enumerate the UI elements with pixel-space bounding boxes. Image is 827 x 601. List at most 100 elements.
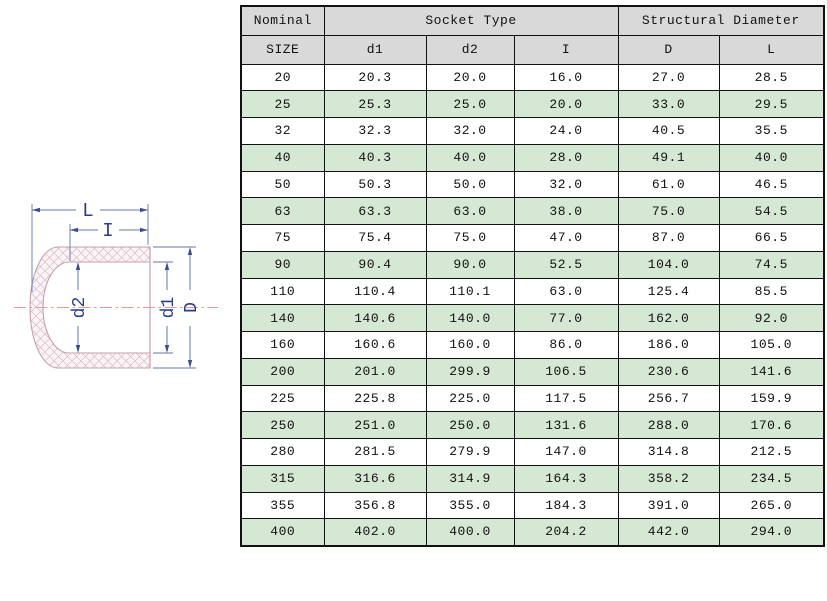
cell-big-d: 125.4 <box>617 277 720 306</box>
table-row: 250 251.0 250.0 131.6 288.0 170.6 <box>240 411 825 439</box>
cell-d1: 110.4 <box>323 277 427 306</box>
cell-big-l: 40.0 <box>718 143 825 172</box>
header-size: SIZE <box>240 34 325 65</box>
header-i: I <box>513 34 619 65</box>
cell-big-d: 40.5 <box>617 117 720 145</box>
cell-big-d: 442.0 <box>617 518 720 546</box>
cell-i: 204.2 <box>513 518 619 546</box>
cell-big-d: 162.0 <box>617 304 720 332</box>
cell-d2: 225.0 <box>425 384 515 413</box>
table-row: 355 356.8 355.0 184.3 391.0 265.0 <box>240 491 825 520</box>
cell-i: 77.0 <box>513 304 619 332</box>
header-socket-type: Socket Type <box>323 5 619 36</box>
table-row: 25 25.3 25.0 20.0 33.0 29.5 <box>240 90 825 118</box>
cell-d2: 314.9 <box>425 464 515 493</box>
dimensions-table: Nominal Socket Type Structural Diameter … <box>240 5 826 547</box>
cell-big-l: 74.5 <box>718 250 825 279</box>
dim-d2-arrow-top <box>75 262 81 270</box>
cap-cross-section-diagram: L I d2 d1 D <box>14 200 218 369</box>
cell-d1: 160.6 <box>323 331 427 359</box>
cell-i: 16.0 <box>513 63 619 92</box>
dim-d2-arrow-bottom <box>75 345 81 353</box>
cell-big-l: 294.0 <box>718 518 825 546</box>
dim-L-arrow-left <box>32 207 40 213</box>
table-row: 400 402.0 400.0 204.2 442.0 294.0 <box>240 518 825 546</box>
table-row: 20 20.3 20.0 16.0 27.0 28.5 <box>240 63 825 92</box>
cell-big-l: 28.5 <box>718 63 825 92</box>
cell-big-l: 265.0 <box>718 491 825 520</box>
cell-d2: 355.0 <box>425 491 515 520</box>
dim-label-I: I <box>102 220 113 242</box>
table-row: 140 140.6 140.0 77.0 162.0 92.0 <box>240 304 825 332</box>
cell-size: 140 <box>240 304 325 332</box>
cell-d2: 50.0 <box>425 170 515 199</box>
cell-i: 147.0 <box>513 438 619 466</box>
cell-i: 28.0 <box>513 143 619 172</box>
header-nominal: Nominal <box>240 5 325 36</box>
dim-label-d2: d2 <box>70 297 90 319</box>
cell-d2: 75.0 <box>425 224 515 252</box>
cell-d2: 160.0 <box>425 331 515 359</box>
cell-size: 315 <box>240 464 325 493</box>
cell-d1: 251.0 <box>323 411 427 439</box>
cell-big-l: 35.5 <box>718 117 825 145</box>
dim-label-L: L <box>82 200 93 222</box>
cell-d2: 40.0 <box>425 143 515 172</box>
cell-big-d: 391.0 <box>617 491 720 520</box>
cell-size: 25 <box>240 90 325 118</box>
table-row: 225 225.8 225.0 117.5 256.7 159.9 <box>240 384 825 413</box>
cell-big-l: 29.5 <box>718 90 825 118</box>
cell-big-d: 27.0 <box>617 63 720 92</box>
cell-big-d: 288.0 <box>617 411 720 439</box>
cell-big-l: 85.5 <box>718 277 825 306</box>
cell-d1: 50.3 <box>323 170 427 199</box>
cell-d1: 140.6 <box>323 304 427 332</box>
table-row: 315 316.6 314.9 164.3 358.2 234.5 <box>240 464 825 493</box>
table-row: 63 63.3 63.0 38.0 75.0 54.5 <box>240 197 825 225</box>
cell-i: 86.0 <box>513 331 619 359</box>
cell-size: 63 <box>240 197 325 225</box>
header-d2: d2 <box>425 34 515 65</box>
cell-d2: 299.9 <box>425 357 515 386</box>
cell-size: 75 <box>240 224 325 252</box>
cell-d1: 281.5 <box>323 438 427 466</box>
cell-d2: 90.0 <box>425 250 515 279</box>
spec-table-container: Nominal Socket Type Structural Diameter … <box>240 5 826 547</box>
cell-i: 38.0 <box>513 197 619 225</box>
header-row-2: SIZE d1 d2 I D L <box>240 34 825 65</box>
cell-size: 50 <box>240 170 325 199</box>
cell-size: 160 <box>240 331 325 359</box>
cell-big-l: 54.5 <box>718 197 825 225</box>
cell-d2: 250.0 <box>425 411 515 439</box>
cell-d1: 25.3 <box>323 90 427 118</box>
table-row: 32 32.3 32.0 24.0 40.5 35.5 <box>240 117 825 145</box>
cell-i: 52.5 <box>513 250 619 279</box>
cell-i: 20.0 <box>513 90 619 118</box>
cell-big-l: 212.5 <box>718 438 825 466</box>
cell-d2: 63.0 <box>425 197 515 225</box>
table-row: 280 281.5 279.9 147.0 314.8 212.5 <box>240 438 825 466</box>
cell-big-d: 104.0 <box>617 250 720 279</box>
cell-big-d: 33.0 <box>617 90 720 118</box>
cell-d2: 25.0 <box>425 90 515 118</box>
cell-big-d: 314.8 <box>617 438 720 466</box>
cell-d1: 356.8 <box>323 491 427 520</box>
cell-d1: 316.6 <box>323 464 427 493</box>
cell-d2: 279.9 <box>425 438 515 466</box>
cell-big-l: 46.5 <box>718 170 825 199</box>
dim-label-d1: d1 <box>159 297 179 319</box>
cell-i: 24.0 <box>513 117 619 145</box>
dim-d1-arrow-bottom <box>164 345 170 353</box>
dim-D-arrow-top <box>187 247 193 255</box>
table-header: Nominal Socket Type Structural Diameter … <box>240 5 825 65</box>
cell-d2: 32.0 <box>425 117 515 145</box>
cell-big-d: 61.0 <box>617 170 720 199</box>
cell-size: 110 <box>240 277 325 306</box>
cell-d1: 90.4 <box>323 250 427 279</box>
header-d1: d1 <box>323 34 427 65</box>
cell-big-l: 92.0 <box>718 304 825 332</box>
dim-D-arrow-bottom <box>187 360 193 368</box>
header-structural-diameter: Structural Diameter <box>617 5 825 36</box>
cell-big-l: 170.6 <box>718 411 825 439</box>
cell-d1: 201.0 <box>323 357 427 386</box>
